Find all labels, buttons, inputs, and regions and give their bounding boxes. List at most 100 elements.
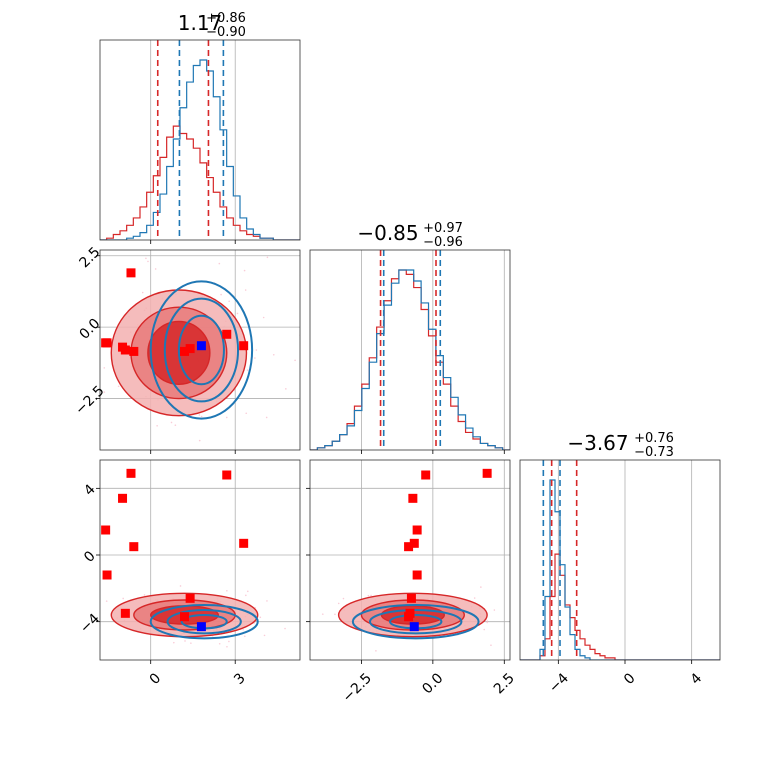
sample-point [375,650,377,652]
sample-point [262,316,265,319]
sample-point [218,642,221,645]
p3_1-frame [99,459,301,661]
contour-blue-level [166,609,242,635]
sample-point [236,312,239,315]
sample-point [265,416,268,419]
sample-point [243,269,246,272]
sample-point [143,594,146,596]
sample-point [228,300,230,303]
sample-point [483,628,486,631]
x-tick-label: −2.5 [340,670,375,705]
sample-point [161,461,163,463]
hist-area [520,460,720,660]
title-param-1: 1.17 [178,11,223,35]
hist-blue [100,59,300,240]
hist-blue [520,479,720,660]
sample-point [117,385,120,388]
p2_1-frame [99,249,301,451]
sample-point [370,594,372,597]
sample-point [242,628,244,631]
marker-red [120,345,130,355]
sample-point [226,589,228,592]
marker-red [185,593,195,603]
sample-point [486,621,489,624]
sample-point [154,268,157,270]
p2_2-frame [309,249,511,451]
y-tick-label: −2.5 [72,383,107,418]
hist-area [100,40,300,240]
hist-red [310,269,510,450]
scatter-area [63,468,286,648]
contour-blue-level [149,604,259,640]
marker-red [222,470,232,480]
contour-blue-level [177,314,225,386]
sample-point [220,293,222,296]
sample-point [285,388,287,390]
y-tick-label: 4 [81,481,99,499]
marker-red [118,493,128,503]
sample-point [103,367,106,369]
sample-point [367,594,370,597]
sample-point [98,367,100,369]
sample-point [255,349,258,351]
marker-red [101,525,111,535]
sample-point [259,616,262,619]
sample-point [334,613,336,616]
sample-point [246,590,249,593]
p3_2-frame [309,459,511,661]
grid-x [557,460,693,660]
grid-x [150,40,236,240]
sample-point [244,635,246,638]
y-tick-label: 0 [81,548,99,566]
hist-red [100,125,300,240]
title-param-3: −3.67 [567,431,628,455]
sample-point [184,640,186,642]
sample-point [170,421,173,424]
marker-red [406,593,416,603]
grid-x [361,250,505,450]
marker-blue [196,622,206,632]
sample-point [321,613,324,615]
sample-point [246,369,249,371]
sample-point [156,424,158,427]
marker-red [129,346,139,356]
sample-point [266,600,268,602]
sample-point [294,359,296,362]
sample-point [244,289,247,291]
title-param-3-minus: −0.73 [634,445,674,460]
marker-red [404,612,414,622]
sample-point [294,624,296,626]
sample-point [342,597,345,600]
marker-red [409,538,419,548]
marker-red [180,612,190,622]
x-tick-label: 0 [621,670,639,688]
sample-point [174,424,177,426]
marker-red [102,570,112,580]
sample-point [245,594,247,597]
sample-point [162,244,164,246]
title-param-1-minus: −0.90 [206,25,246,40]
sample-point [228,640,230,643]
sample-point [490,644,492,647]
marker-red [412,525,422,535]
scatter-area [98,244,300,463]
sample-point [198,414,201,416]
scatter-area [294,468,558,652]
sample-point [63,618,65,620]
hist-blue [310,269,510,450]
sample-point [556,617,558,619]
sample-point [225,416,228,419]
sample-point [226,645,228,648]
contour-blue-level [163,297,240,403]
panel-scatter-param-3-vs-1: 0 3 −4 0 4 [63,459,301,688]
sample-point [263,634,266,637]
marker-red [185,344,195,354]
marker-red [129,542,139,552]
contour-blue-level [149,280,254,420]
marker-red [239,538,249,548]
marker-red [421,470,431,480]
sample-point [213,247,215,249]
marker-red [239,341,249,351]
y-tick-label: 0.0 [76,316,103,343]
title-param-2-plus: +0.97 [423,221,463,236]
